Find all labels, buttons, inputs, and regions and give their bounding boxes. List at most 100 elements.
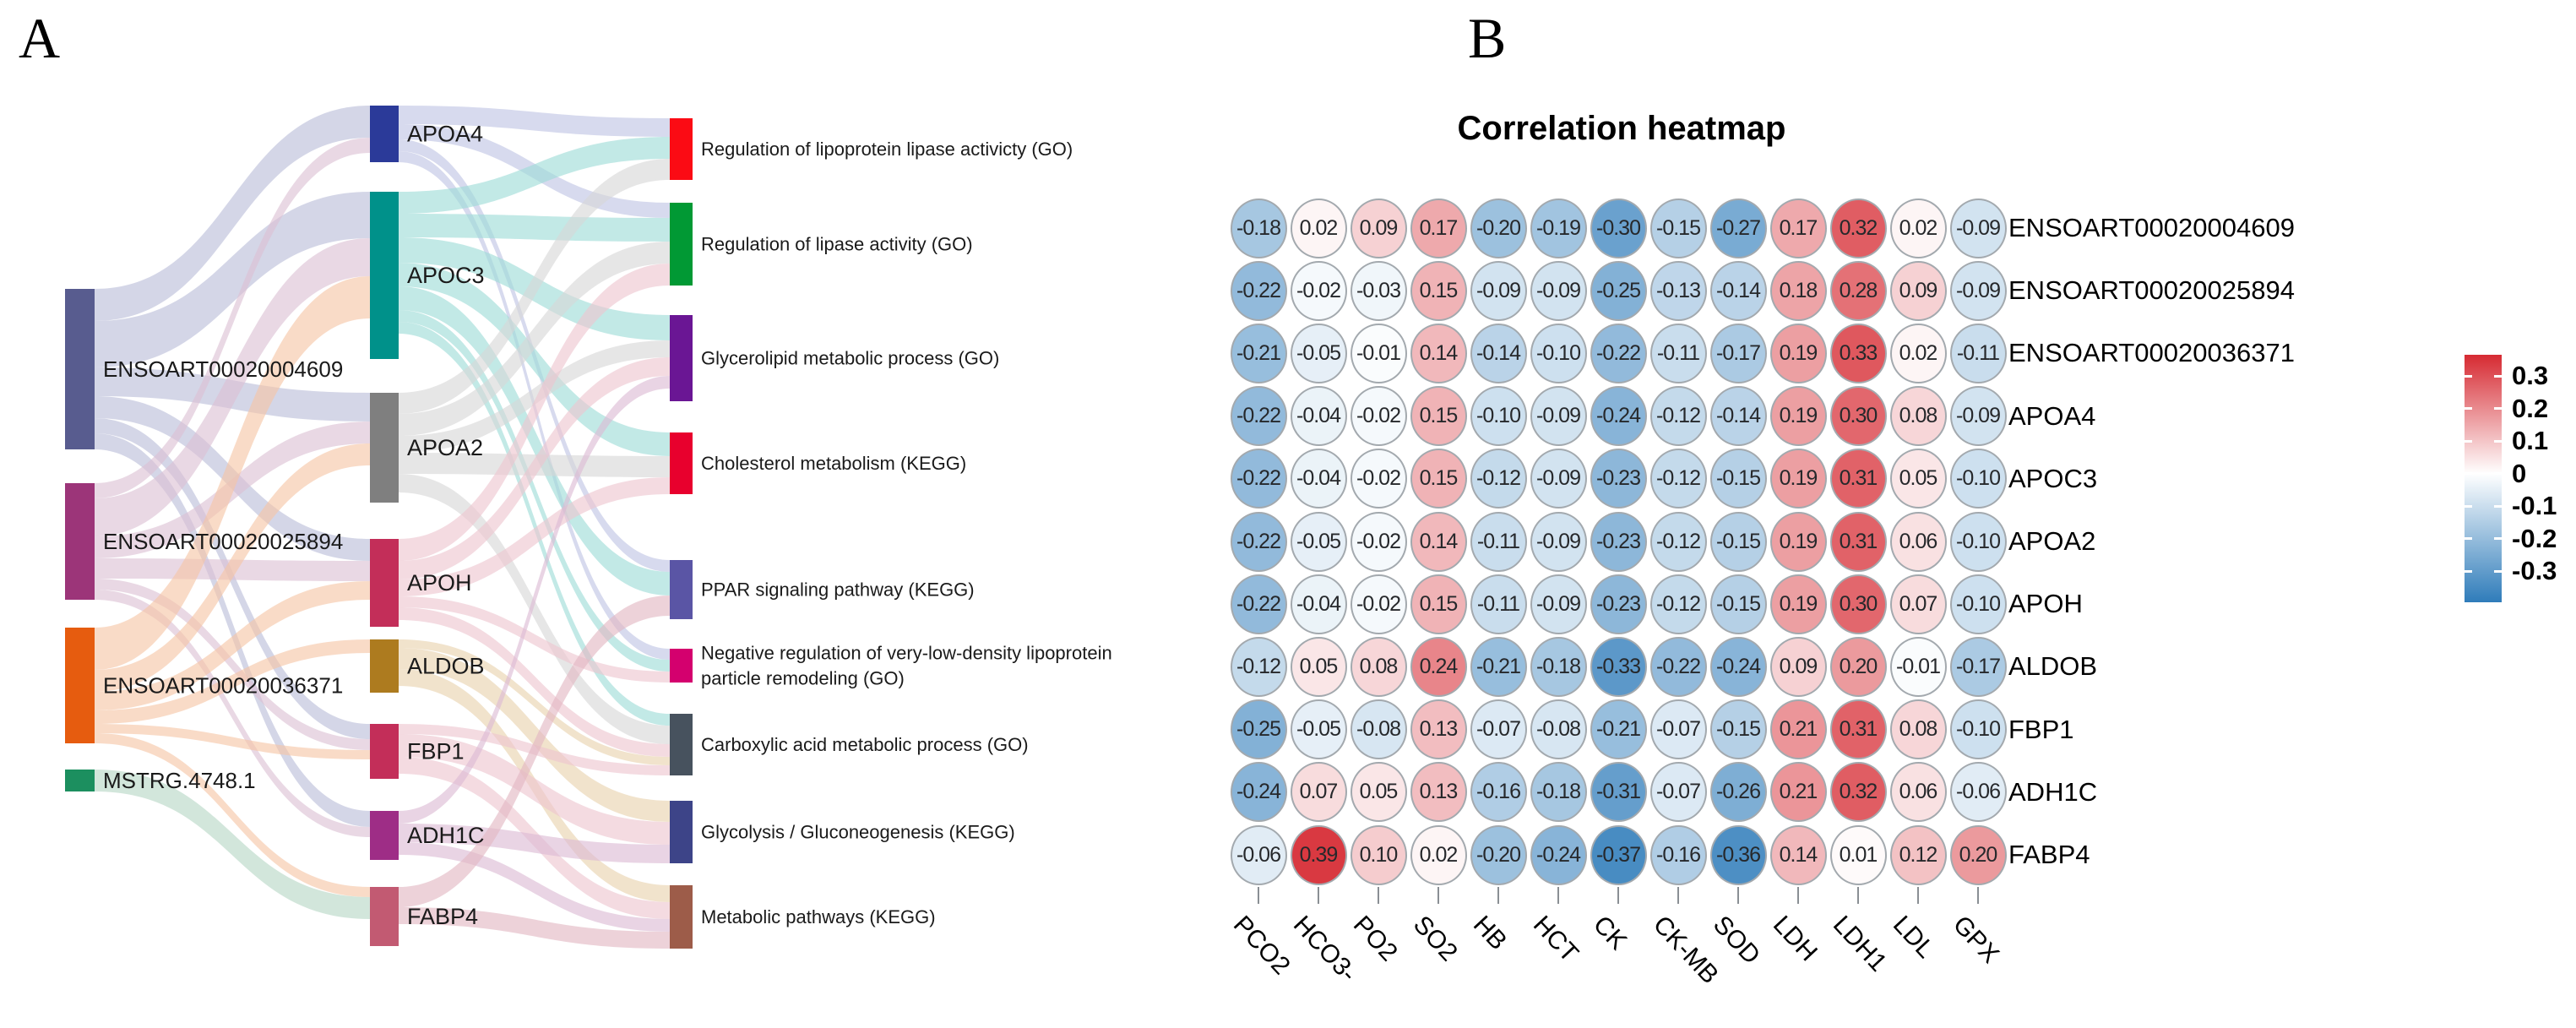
- legend-tick-mark: [2465, 407, 2472, 411]
- panel-a-label: A: [19, 6, 61, 70]
- sankey-link-ADH1C-glycerolipid: [399, 376, 670, 824]
- heatmap-cell: 0.13: [1410, 762, 1467, 823]
- heatmap-cell-value: -0.20: [1476, 842, 1521, 867]
- sankey-node-label-ppar: PPAR signaling pathway (KEGG): [701, 579, 975, 601]
- heatmap-cell: -0.23: [1590, 511, 1647, 572]
- heatmap-cell-value: -0.36: [1716, 842, 1761, 867]
- heatmap-cell: 0.33: [1829, 323, 1887, 383]
- sankey-node-label-FBP1: FBP1: [407, 739, 465, 764]
- heatmap-col-tick: [1378, 886, 1379, 904]
- heatmap-cell: -0.03: [1350, 260, 1407, 321]
- heatmap-cell-value: 0.20: [1959, 842, 1998, 867]
- heatmap-cell-value: 0.19: [1779, 591, 1818, 616]
- heatmap-cell: -0.22: [1230, 386, 1287, 447]
- sankey-node-label-carboxylic: Carboxylic acid metabolic process (GO): [701, 734, 1029, 755]
- heatmap-cell: -0.09: [1949, 386, 2007, 447]
- heatmap-cell-value: -0.12: [1656, 591, 1701, 616]
- heatmap-cell-value: -0.02: [1356, 591, 1401, 616]
- heatmap-cell-value: 0.05: [1359, 780, 1399, 804]
- heatmap-cell-value: -0.14: [1476, 340, 1521, 365]
- heatmap-cell-value: -0.05: [1296, 340, 1341, 365]
- heatmap-cell: 0.15: [1410, 449, 1467, 509]
- heatmap-cell: 0.01: [1829, 824, 1887, 885]
- heatmap-cell: -0.21: [1470, 636, 1527, 697]
- heatmap-cell-value: -0.02: [1356, 466, 1401, 491]
- heatmap-cell: -0.23: [1590, 449, 1647, 509]
- heatmap-cell: -0.12: [1649, 574, 1707, 634]
- sankey-link-t36371-APOA2: [95, 443, 370, 692]
- heatmap-cell: -0.12: [1649, 511, 1707, 572]
- heatmap-col-label: HCO3-: [1287, 910, 1362, 987]
- heatmap-col-tick: [1737, 886, 1739, 904]
- legend-tick-mark: [2465, 537, 2472, 541]
- heatmap-cell-value: -0.10: [1476, 404, 1521, 428]
- heatmap-cell-value: -0.22: [1236, 529, 1281, 553]
- sankey-link-t4609-APOC3: [95, 192, 370, 367]
- heatmap-cell-value: 0.32: [1839, 215, 1878, 240]
- heatmap-cell: -0.14: [1709, 260, 1767, 321]
- heatmap-row-label: APOH: [2008, 589, 2083, 619]
- legend-tick-mark: [2494, 472, 2502, 476]
- heatmap-cell: -0.11: [1470, 511, 1527, 572]
- heatmap-cell: -0.18: [1230, 198, 1287, 258]
- heatmap-cell: -0.12: [1649, 449, 1707, 509]
- heatmap-cell-value: -0.22: [1596, 340, 1641, 365]
- heatmap-cell: -0.05: [1290, 323, 1347, 383]
- heatmap-cell-value: -0.24: [1536, 842, 1581, 867]
- heatmap-cell-value: 0.19: [1779, 404, 1818, 428]
- legend-tick-label: -0.2: [2512, 523, 2557, 553]
- heatmap-cell: -0.02: [1350, 511, 1407, 572]
- heatmap-cell: 0.32: [1829, 762, 1887, 823]
- heatmap-cell-value: -0.10: [1956, 591, 2001, 616]
- sankey-link-APOA2-lipase: [399, 242, 670, 436]
- heatmap-cell: 0.05: [1350, 762, 1407, 823]
- heatmap-cell-value: 0.19: [1779, 340, 1818, 365]
- heatmap-cell: 0.14: [1410, 511, 1467, 572]
- heatmap-cell-value: -0.06: [1236, 842, 1281, 867]
- sankey-link-t25894-FBP1: [95, 579, 370, 750]
- heatmap-cell-value: -0.07: [1656, 717, 1701, 742]
- heatmap-cell-value: -0.09: [1476, 278, 1521, 302]
- legend-tick-mark: [2465, 504, 2472, 508]
- sankey-node-mstrg: [65, 770, 95, 791]
- heatmap-cell: -0.11: [1649, 323, 1707, 383]
- heatmap-cell: 0.19: [1769, 449, 1827, 509]
- heatmap-cell: -0.10: [1530, 323, 1587, 383]
- heatmap-cell-value: -0.14: [1716, 404, 1761, 428]
- heatmap-col-label: SO2: [1407, 910, 1463, 966]
- legend-tick-label: 0.2: [2512, 393, 2549, 423]
- sankey-node-label-lipase: Regulation of lipase activity (GO): [701, 234, 973, 255]
- heatmap-cell-value: -0.20: [1476, 215, 1521, 240]
- heatmap-cell: -0.15: [1709, 449, 1767, 509]
- heatmap-cell-value: 0.09: [1899, 278, 1938, 302]
- legend-tick-mark: [2494, 374, 2502, 378]
- heatmap-cell: -0.12: [1230, 636, 1287, 697]
- heatmap-cell-value: 0.10: [1359, 842, 1399, 867]
- heatmap-cell: -0.09: [1530, 574, 1587, 634]
- heatmap-cell: -0.27: [1709, 198, 1767, 258]
- heatmap-cell: 0.20: [1829, 636, 1887, 697]
- heatmap-cell-value: -0.08: [1536, 717, 1581, 742]
- sankey-link-APOA4-lipoprotein: [399, 106, 670, 137]
- heatmap-cell: 0.17: [1410, 198, 1467, 258]
- heatmap-cell: -0.12: [1649, 386, 1707, 447]
- heatmap-cell-value: -0.07: [1656, 780, 1701, 804]
- heatmap-cell-value: -0.22: [1236, 278, 1281, 302]
- heatmap-cell-value: -0.15: [1716, 591, 1761, 616]
- sankey-link-APOA2-lipoprotein: [399, 159, 670, 414]
- sankey-node-FABP4: [370, 887, 399, 946]
- heatmap-cell: 0.08: [1889, 386, 1947, 447]
- sankey-node-label-t4609: ENSOART00020004609: [103, 356, 343, 382]
- heatmap-cell: -0.09: [1530, 511, 1587, 572]
- sankey-node-label-cholesterol: Cholesterol metabolism (KEGG): [701, 453, 966, 474]
- heatmap-cell: -0.11: [1470, 574, 1527, 634]
- heatmap-cell-value: -0.22: [1236, 404, 1281, 428]
- legend-tick-mark: [2465, 569, 2472, 573]
- heatmap-cell-value: 0.32: [1839, 780, 1878, 804]
- heatmap-cell-value: 0.02: [1899, 340, 1938, 365]
- heatmap-cell: -0.21: [1230, 323, 1287, 383]
- heatmap-cell-value: -0.07: [1476, 717, 1521, 742]
- heatmap-cell: 0.06: [1889, 762, 1947, 823]
- sankey-link-ADH1C-glycolysis: [399, 824, 670, 863]
- heatmap-cell: 0.21: [1769, 762, 1827, 823]
